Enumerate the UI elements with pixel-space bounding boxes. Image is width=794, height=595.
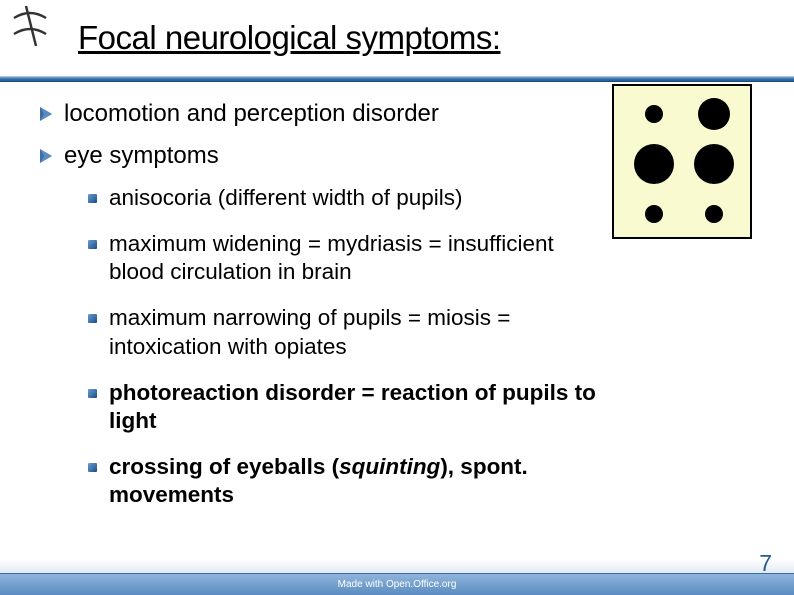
footer-bar: Made with Open.Office.org xyxy=(0,573,794,595)
bullet-level2: crossing of eyeballs (squinting), spont.… xyxy=(88,453,754,509)
bullet-level2: photoreaction disorder = reaction of pup… xyxy=(88,379,754,435)
bullet-text: maximum narrowing of pupils = miosis = i… xyxy=(109,304,614,360)
footer-text: Made with Open.Office.org xyxy=(338,579,457,590)
pupil-diagram xyxy=(612,84,752,239)
arrow-bullet-icon xyxy=(40,107,54,121)
bullet-text: anisocoria (different width of pupils) xyxy=(109,184,463,212)
square-bullet-icon xyxy=(88,194,97,203)
bullet-text: eye symptoms xyxy=(64,142,219,170)
slide-header: Focal neurological symptoms: xyxy=(0,0,794,76)
footer-gradient xyxy=(0,559,794,573)
bullet-text: crossing of eyeballs (squinting), spont.… xyxy=(109,453,614,509)
square-bullet-icon xyxy=(88,463,97,472)
arrow-bullet-icon xyxy=(40,149,54,163)
bullet-text: photoreaction disorder = reaction of pup… xyxy=(109,379,614,435)
slide-logo-icon xyxy=(8,4,52,48)
square-bullet-icon xyxy=(88,389,97,398)
bullet-level2: maximum narrowing of pupils = miosis = i… xyxy=(88,304,754,360)
square-bullet-icon xyxy=(88,240,97,249)
bullet-text: locomotion and perception disorder xyxy=(64,100,439,128)
square-bullet-icon xyxy=(88,314,97,323)
bullet-text: maximum widening = mydriasis = insuffici… xyxy=(109,230,614,286)
slide-content: locomotion and perception disorder eye s… xyxy=(0,82,794,509)
slide-title: Focal neurological symptoms: xyxy=(78,19,501,57)
